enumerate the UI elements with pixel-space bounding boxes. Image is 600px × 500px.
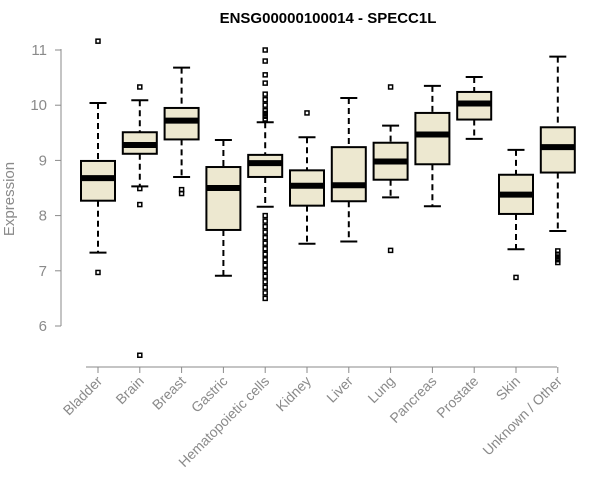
outlier-point — [304, 110, 310, 116]
y-tick-label: 11 — [31, 42, 47, 59]
box-hematopoietic-cells — [247, 47, 284, 302]
outlier-point — [262, 96, 268, 103]
outlier-point — [262, 290, 268, 296]
y-tick-label: 8 — [39, 208, 47, 225]
outlier-point — [513, 274, 519, 281]
box-liver — [330, 97, 367, 243]
iqr-box — [163, 106, 200, 141]
box-brain — [121, 84, 158, 359]
y-ticks: 6 7 8 9 10 11 — [30, 42, 61, 335]
outlier-point — [262, 229, 268, 235]
box-unknown-other — [539, 55, 576, 266]
outlier-point — [95, 269, 101, 276]
x-tick-label: Kidney — [273, 373, 315, 415]
outlier-point — [262, 284, 268, 291]
outlier-point — [387, 247, 394, 254]
boxes-group — [80, 38, 576, 359]
outlier-point — [555, 254, 561, 260]
outlier-point — [262, 80, 268, 86]
x-tick-label: Breast — [149, 373, 189, 413]
chart-title: ENSG00000100014 - SPECC1L — [220, 10, 437, 27]
outlier-point — [262, 257, 268, 263]
box-lung — [372, 84, 409, 254]
outlier-point — [137, 201, 143, 208]
box-breast — [163, 66, 200, 197]
outlier-point — [262, 47, 268, 53]
outlier-point — [95, 38, 101, 44]
outlier-point — [262, 91, 268, 97]
outlier-point — [262, 234, 268, 241]
box-bladder — [80, 38, 116, 276]
outlier-point — [137, 84, 143, 90]
x-tick-label: Bladder — [60, 373, 106, 419]
outlier-point — [262, 107, 268, 114]
box-gastric — [205, 138, 242, 277]
y-tick-label: 9 — [39, 152, 47, 169]
outlier-point — [262, 240, 268, 246]
y-tick-label: 7 — [39, 263, 47, 280]
iqr-box — [205, 166, 242, 231]
y-tick-label: 6 — [39, 318, 47, 335]
iqr-box — [414, 111, 451, 166]
outlier-point — [262, 72, 268, 78]
outlier-point — [262, 102, 268, 108]
outlier-point — [262, 110, 268, 117]
y-tick-label: 10 — [30, 97, 47, 114]
outlier-point — [262, 58, 268, 64]
iqr-box — [330, 146, 367, 203]
outlier-point — [262, 212, 268, 219]
outlier-point — [262, 245, 268, 252]
x-tick-label: Skin — [493, 373, 524, 404]
outlier-point — [555, 251, 561, 257]
outlier-point — [262, 113, 268, 119]
x-tick-label: Prostate — [433, 373, 481, 421]
outlier-point — [262, 251, 268, 257]
outlier-point — [262, 223, 268, 230]
outlier-point — [387, 84, 394, 90]
box-kidney — [289, 110, 325, 245]
outlier-point — [137, 352, 143, 359]
outlier-point — [262, 279, 268, 285]
outlier-point — [262, 116, 268, 122]
outlier-point — [262, 218, 268, 224]
y-axis-label: Expression — [1, 162, 18, 236]
outlier-point — [262, 268, 268, 274]
outlier-point — [178, 190, 185, 197]
box-skin — [498, 148, 534, 281]
x-tick-label: Brain — [112, 373, 146, 407]
x-tick-label: Liver — [323, 373, 356, 406]
outlier-point — [262, 273, 268, 280]
outlier-point — [262, 262, 268, 269]
outlier-point — [555, 259, 561, 266]
outlier-point — [555, 257, 561, 263]
box-prostate — [456, 76, 493, 140]
outlier-point — [262, 295, 268, 302]
box-pancreas — [414, 84, 451, 208]
outlier-point — [137, 185, 143, 192]
x-tick-label: Lung — [364, 373, 397, 406]
x-tick-label: Unknown / Other — [479, 373, 565, 459]
